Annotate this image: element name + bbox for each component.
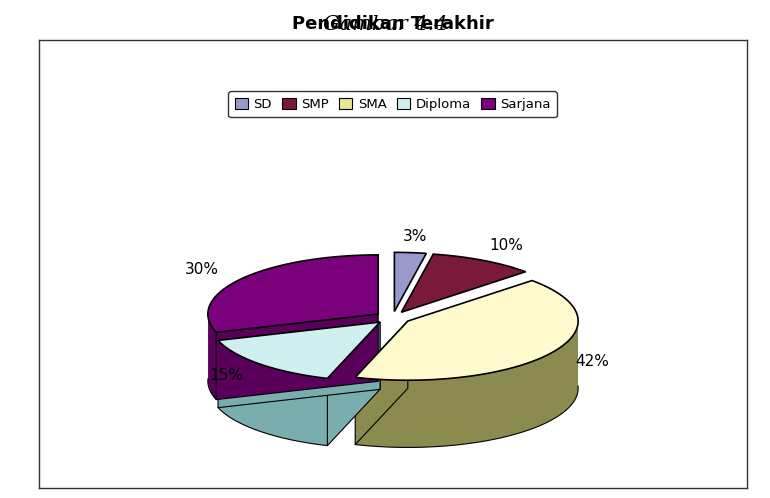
Polygon shape <box>401 254 525 312</box>
Polygon shape <box>327 322 380 446</box>
Polygon shape <box>218 322 380 378</box>
Title: Pendidikan Terakhir: Pendidikan Terakhir <box>292 15 494 33</box>
Text: 3%: 3% <box>403 229 427 244</box>
Polygon shape <box>218 322 380 408</box>
Text: 10%: 10% <box>490 239 524 253</box>
Legend: SD, SMP, SMA, Diploma, Sarjana: SD, SMP, SMA, Diploma, Sarjana <box>229 91 557 118</box>
Polygon shape <box>208 311 216 399</box>
Text: 30%: 30% <box>185 262 219 277</box>
Polygon shape <box>355 319 578 447</box>
Polygon shape <box>394 252 427 312</box>
Polygon shape <box>355 280 578 380</box>
Polygon shape <box>218 341 327 446</box>
Text: Gambar 4.4: Gambar 4.4 <box>323 15 447 34</box>
Polygon shape <box>216 314 378 399</box>
Polygon shape <box>208 255 378 332</box>
Polygon shape <box>355 321 408 445</box>
Text: 42%: 42% <box>575 354 609 369</box>
Text: 15%: 15% <box>209 368 243 383</box>
